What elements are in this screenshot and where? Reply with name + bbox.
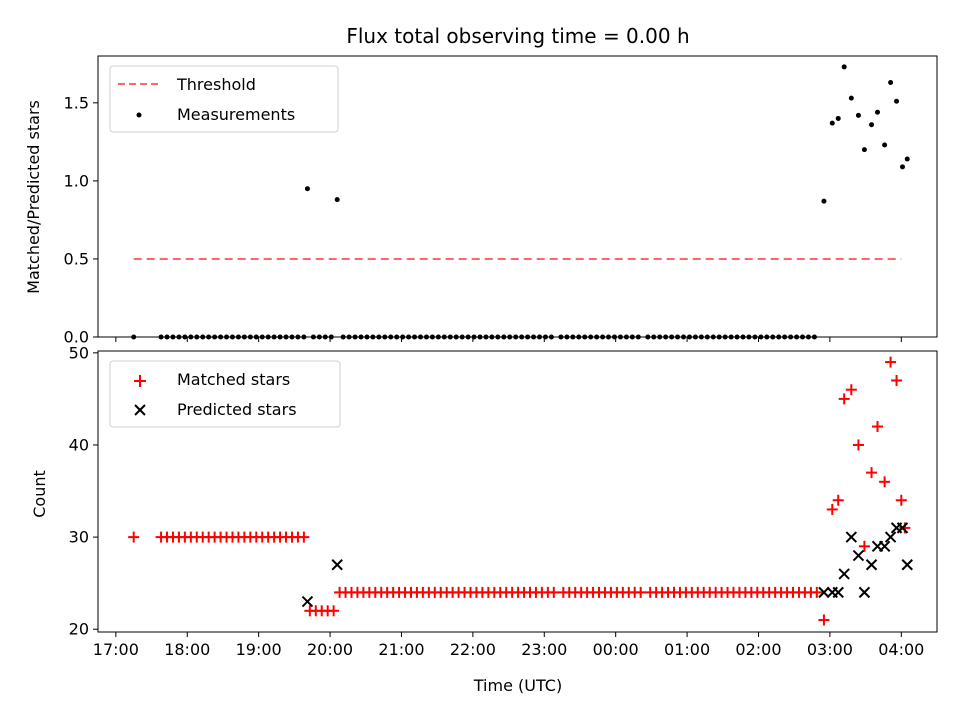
matched-stars-point	[895, 494, 907, 506]
y-tick-label: 20	[69, 620, 89, 639]
y-tick-label: 30	[69, 528, 89, 547]
legend-predicted-label: Predicted stars	[177, 400, 297, 419]
measurement-point	[835, 115, 841, 121]
predicted-stars-point	[901, 559, 913, 571]
predicted-stars-point	[858, 586, 871, 599]
measurement-point	[899, 164, 905, 170]
matched-stars-point	[871, 421, 883, 433]
y-tick-label: 0.5	[64, 249, 89, 268]
matched-stars-point	[832, 494, 844, 506]
top-y-axis-label: Matched/Predicted stars	[24, 100, 43, 294]
y-tick-label: 0.0	[64, 328, 89, 347]
predicted-stars-point	[884, 531, 897, 543]
measurement-point	[848, 95, 854, 101]
x-tick-label: 21:00	[378, 640, 424, 659]
x-tick-label: 02:00	[735, 640, 781, 659]
matched-stars-point	[891, 374, 903, 386]
chart-title: Flux total observing time = 0.00 h	[346, 24, 689, 48]
measurement-point	[855, 112, 861, 118]
top-axes-frame	[97, 55, 938, 338]
legend-measurements-label: Measurements	[177, 105, 295, 124]
x-tick-label: 19:00	[236, 640, 282, 659]
y-tick-label: 40	[69, 435, 89, 454]
predicted-stars-point	[301, 595, 314, 608]
measurement-point	[334, 197, 340, 203]
predicted-stars-point	[818, 586, 830, 599]
top-legend: Threshold Measurements	[109, 65, 339, 133]
matched-stars-point	[845, 384, 857, 396]
measurement-point	[894, 98, 900, 104]
top-legend-box	[109, 65, 339, 133]
bottom-y-ticks: 20 30 40 50	[69, 343, 98, 639]
bottom-legend: Matched stars Predicted stars	[109, 360, 341, 428]
matched-stars-point	[811, 586, 823, 598]
predicted-stars-point	[832, 586, 844, 599]
x-tick-label: 17:00	[93, 640, 139, 659]
legend-predicted-swatch	[134, 404, 146, 416]
measurement-point	[821, 198, 827, 204]
predicted-stars-point	[845, 531, 858, 543]
matched-stars-point	[879, 476, 891, 488]
x-tick-label: 04:00	[878, 640, 924, 659]
legend-matched-label: Matched stars	[177, 370, 290, 389]
bottom-legend-box	[109, 360, 341, 428]
top-x-ticks	[115, 337, 902, 342]
measurement-point	[829, 120, 835, 126]
matched-stars-point	[838, 393, 850, 405]
measurement-point	[882, 142, 888, 148]
measurement-point	[304, 186, 310, 192]
matched-stars-point	[298, 531, 310, 543]
matched-stars-point	[548, 586, 560, 598]
predicted-stars-point	[896, 522, 909, 534]
measurement-point	[888, 80, 894, 86]
bottom-y-axis-label: Count	[30, 470, 49, 518]
predicted-stars-point	[878, 540, 891, 553]
bottom-axes-frame	[97, 350, 938, 633]
bottom-panel: 20 30 40 50 17:00 18:00 19:00 20:00 21:00 22:00 2…	[30, 343, 938, 695]
predicted-stars-point	[838, 568, 850, 580]
x-tick-label: 18:00	[164, 640, 210, 659]
x-tick-label: 22:00	[450, 640, 496, 659]
legend-matched-swatch	[134, 375, 146, 387]
measurement-point	[869, 122, 875, 128]
y-tick-label: 1.5	[64, 93, 89, 112]
predicted-stars-point	[331, 559, 343, 571]
y-tick-label: 50	[69, 343, 89, 362]
top-y-ticks: 0.0 0.5 1.0 1.5	[64, 93, 98, 347]
x-tick-label: 03:00	[807, 640, 853, 659]
top-panel: 0.0 0.5 1.0 1.5 Matched/Predicted stars Thr…	[24, 55, 938, 347]
x-tick-label: 01:00	[664, 640, 710, 659]
x-axis-label: Time (UTC)	[473, 676, 562, 695]
matched-stars-point	[852, 439, 864, 451]
legend-measurements-swatch	[136, 112, 142, 118]
measurement-point	[904, 156, 910, 162]
matched-stars-point	[818, 614, 830, 626]
x-tick-label: 23:00	[521, 640, 567, 659]
measurement-point	[874, 109, 880, 115]
matched-stars-point	[635, 586, 647, 598]
legend-threshold-label: Threshold	[176, 75, 256, 94]
matched-stars-point	[328, 605, 340, 617]
measurement-point	[861, 147, 867, 153]
measurement-point	[841, 64, 847, 70]
predicted-stars-point	[865, 559, 878, 571]
matched-stars-point	[826, 503, 838, 515]
x-tick-label: 20:00	[307, 640, 353, 659]
matched-stars-point	[866, 467, 878, 479]
predicted-stars-point	[852, 549, 865, 562]
matched-stars-point	[885, 356, 897, 368]
matched-stars-point	[858, 540, 870, 552]
x-tick-label: 00:00	[593, 640, 639, 659]
y-tick-label: 1.0	[64, 171, 89, 190]
bottom-x-ticks: 17:00 18:00 19:00 20:00 21:00 22:00 23:00 00:00…	[93, 632, 924, 659]
matched-stars-point	[128, 531, 140, 543]
bottom-plot-marks	[128, 356, 913, 626]
